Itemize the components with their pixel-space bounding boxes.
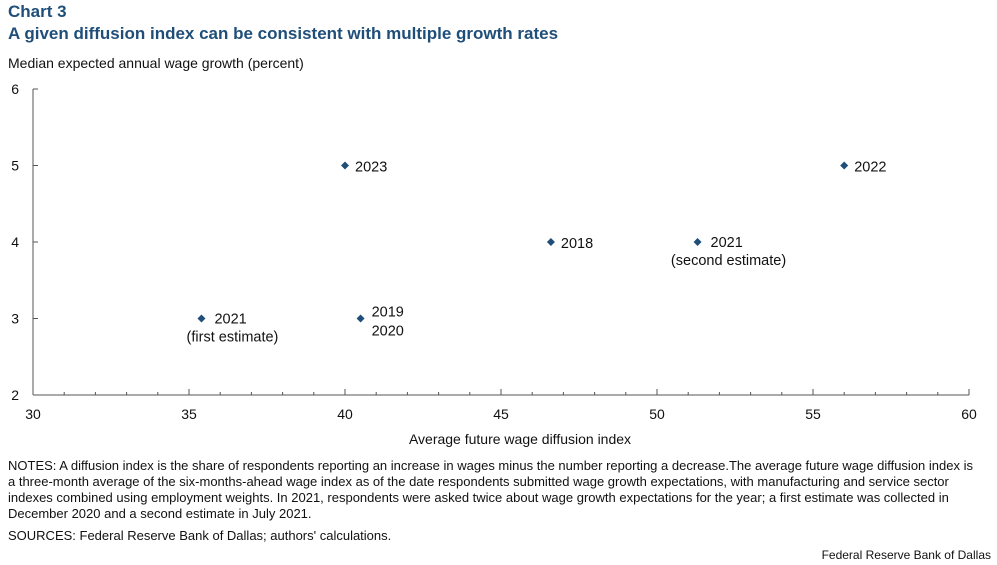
data-point-label: 2020: [372, 324, 404, 340]
credit-text: Federal Reserve Bank of Dallas: [821, 548, 991, 562]
data-point-marker: [840, 161, 849, 170]
y-tick-label: 5: [11, 158, 19, 174]
notes-text: NOTES: A diffusion index is the share of…: [8, 458, 973, 521]
x-tick-label: 30: [25, 406, 41, 422]
data-point-label: 2018: [561, 236, 593, 252]
x-tick-label: 45: [493, 406, 509, 422]
y-tick-label: 2: [11, 387, 19, 403]
chart-title: A given diffusion index can be consisten…: [8, 24, 559, 43]
data-point-sublabel: (second estimate): [671, 253, 786, 269]
data-point-label: 2022: [854, 160, 886, 176]
x-tick-label: 35: [181, 406, 197, 422]
data-point-label: 2023: [355, 160, 387, 176]
data-point-marker: [197, 314, 206, 323]
y-tick-label: 3: [11, 311, 19, 327]
data-point-sublabel: (first estimate): [187, 330, 279, 346]
x-axis-title: Average future wage diffusion index: [408, 431, 632, 447]
y-axis-title: Median expected annual wage growth (perc…: [8, 55, 304, 71]
data-point-marker: [356, 314, 365, 323]
data-point-marker: [693, 238, 702, 246]
y-tick-label: 6: [11, 81, 19, 97]
data-point-label: 2021: [214, 312, 246, 328]
data-point-label: 2021: [711, 235, 743, 251]
data-point-marker: [546, 238, 555, 246]
x-tick-label: 50: [649, 406, 665, 422]
data-points: 2021 (first estimate) 2023 2019 2020 2018 2021…: [187, 160, 887, 346]
x-tick-label: 60: [961, 406, 977, 422]
data-point-marker: [341, 161, 349, 170]
data-point-label: 2019: [372, 305, 404, 321]
chart-number-label: Chart 3: [8, 2, 67, 21]
sources-text: SOURCES: Federal Reserve Bank of Dallas;…: [8, 528, 392, 543]
x-tick-label: 55: [805, 406, 821, 422]
y-tick-label: 4: [11, 234, 19, 250]
x-tick-label: 40: [337, 406, 353, 422]
axes: [32, 88, 970, 396]
